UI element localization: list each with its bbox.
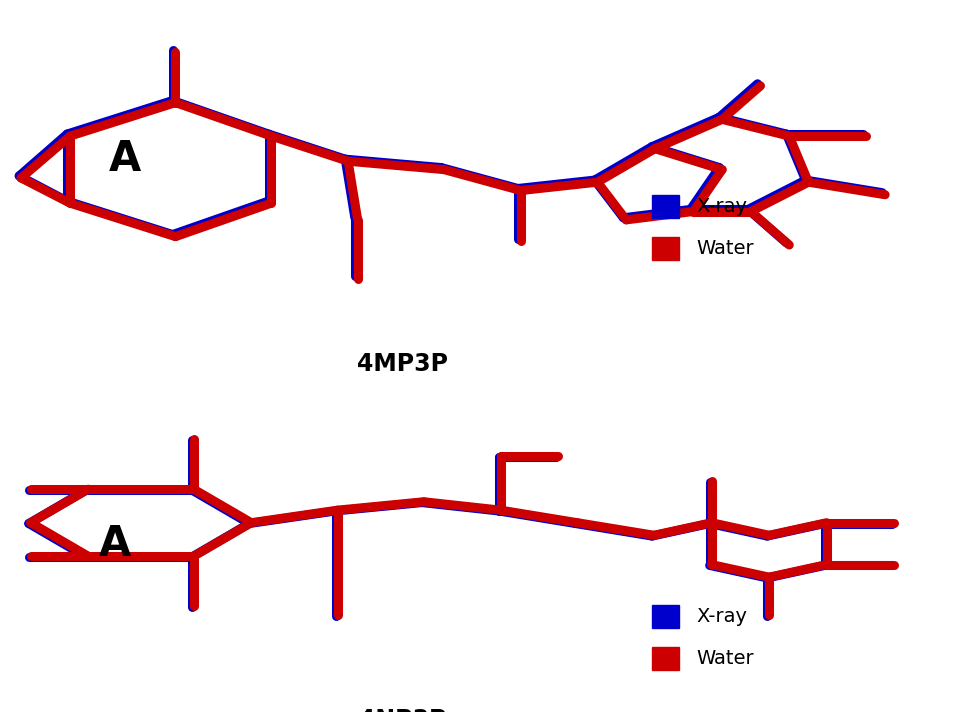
Bar (652, 605, 679, 628)
Text: 4MP3P: 4MP3P (358, 352, 448, 377)
Text: X-ray: X-ray (696, 197, 747, 216)
Text: X-ray: X-ray (696, 607, 747, 627)
Text: A: A (99, 523, 131, 565)
Bar (652, 647, 679, 670)
Text: Water: Water (696, 239, 754, 258)
Text: Water: Water (696, 649, 754, 668)
Bar (652, 195, 679, 218)
Text: 4NP3P: 4NP3P (359, 708, 447, 712)
Bar (652, 236, 679, 260)
Text: A: A (108, 138, 141, 180)
